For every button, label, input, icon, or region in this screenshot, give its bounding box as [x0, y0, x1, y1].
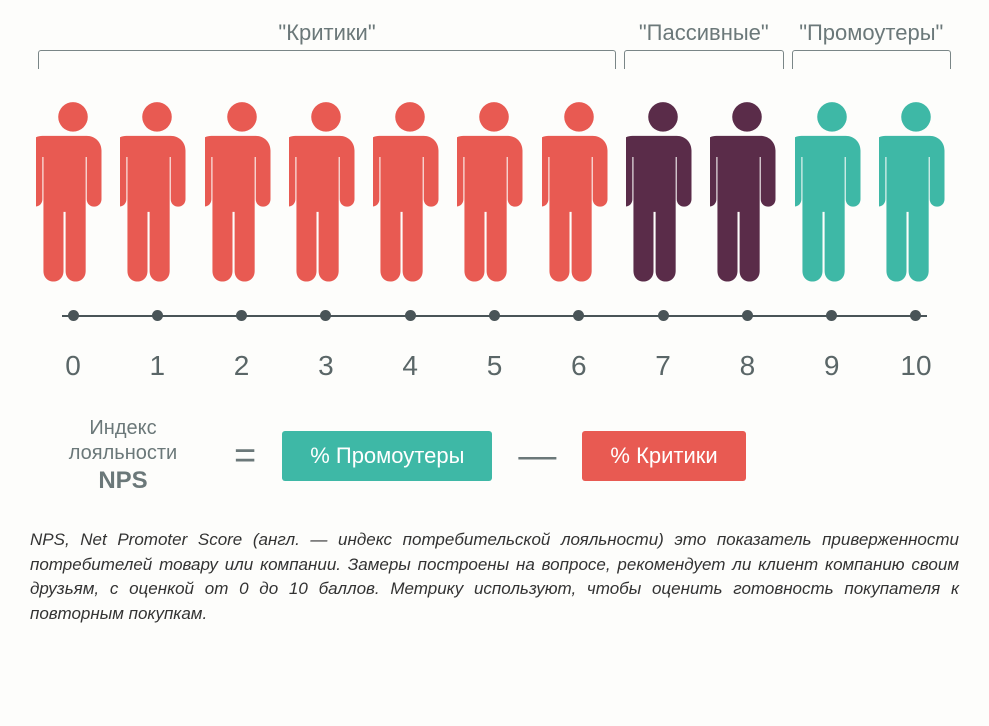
formula-lhs-line3: NPS — [38, 466, 208, 496]
scale-line — [28, 304, 961, 334]
category-label: "Критики" — [38, 20, 616, 46]
formula-lhs: Индекс лояльности NPS — [38, 416, 208, 496]
scale-dot — [34, 304, 112, 321]
bracket-icon — [792, 50, 951, 69]
scale-number: 6 — [540, 350, 618, 382]
category-passives: "Пассивные" — [624, 20, 783, 69]
person-icon — [203, 100, 281, 290]
category-label: "Промоутеры" — [792, 20, 951, 46]
bracket-icon — [624, 50, 783, 69]
scale-dot — [118, 304, 196, 321]
nps-formula: Индекс лояльности NPS = % Промоутеры — %… — [28, 416, 961, 496]
scale-dot — [203, 304, 281, 321]
footer-text: NPS, Net Promoter Score (англ. — индекс … — [28, 528, 961, 627]
person-icon — [877, 100, 955, 290]
scale-number: 3 — [287, 350, 365, 382]
category-detractors: "Критики" — [38, 20, 616, 69]
scale-number: 4 — [371, 350, 449, 382]
scale-dot — [877, 304, 955, 321]
person-icon — [793, 100, 871, 290]
bracket-icon — [38, 50, 616, 69]
scale-number: 7 — [624, 350, 702, 382]
person-icon — [118, 100, 196, 290]
formula-lhs-line2: лояльности — [38, 441, 208, 466]
scale-dot — [371, 304, 449, 321]
category-label: "Пассивные" — [624, 20, 783, 46]
person-icon — [540, 100, 618, 290]
scale-number: 10 — [877, 350, 955, 382]
detractors-term: % Критики — [582, 431, 745, 481]
scale-number: 2 — [203, 350, 281, 382]
scale-number: 0 — [34, 350, 112, 382]
scale-dot — [287, 304, 365, 321]
scale-dot — [624, 304, 702, 321]
scale-number: 5 — [455, 350, 533, 382]
category-promoters: "Промоутеры" — [792, 20, 951, 69]
equals-sign: = — [234, 435, 256, 478]
person-icon — [287, 100, 365, 290]
formula-lhs-line1: Индекс — [38, 416, 208, 441]
scale-number: 8 — [708, 350, 786, 382]
person-icon — [455, 100, 533, 290]
scale-dot — [540, 304, 618, 321]
minus-sign: — — [518, 435, 556, 478]
scale-dot — [708, 304, 786, 321]
person-icon — [708, 100, 786, 290]
scale-number: 9 — [793, 350, 871, 382]
scale-dot — [793, 304, 871, 321]
scale-dot — [455, 304, 533, 321]
scale-numbers: 012345678910 — [28, 350, 961, 382]
scale-number: 1 — [118, 350, 196, 382]
category-brackets: "Критики" "Пассивные" "Промоутеры" — [28, 20, 961, 100]
person-icon — [624, 100, 702, 290]
promoters-term: % Промоутеры — [282, 431, 492, 481]
person-icon — [34, 100, 112, 290]
people-row — [28, 100, 961, 290]
person-icon — [371, 100, 449, 290]
